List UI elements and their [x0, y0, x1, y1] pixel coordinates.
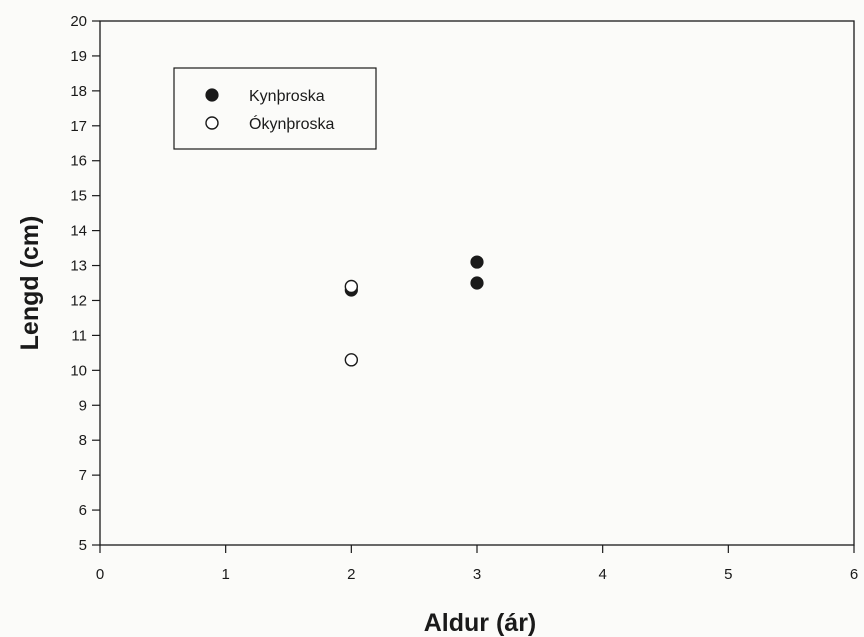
y-tick-label: 19	[70, 48, 87, 65]
y-tick-label: 18	[70, 83, 87, 100]
legend-box	[173, 67, 377, 150]
y-axis: 5 6 7 8 9 10 11 12 13 14 15 16 17 18 19 20	[70, 13, 100, 554]
legend-label-kynthroska: Kynþroska	[249, 88, 325, 105]
x-tick-label: 6	[850, 566, 858, 583]
y-tick-label: 15	[70, 188, 87, 205]
legend-marker-okynthroska	[205, 116, 219, 130]
y-tick-label: 6	[79, 502, 87, 519]
x-axis-title: Aldur (ár)	[424, 609, 537, 637]
y-tick-label: 5	[79, 537, 87, 554]
x-tick-label: 1	[221, 566, 229, 583]
y-tick-label: 14	[70, 223, 87, 240]
x-tick-label: 4	[598, 566, 606, 583]
legend-label-okynthroska: Ókynþroska	[249, 114, 334, 133]
y-tick-label: 12	[70, 292, 87, 309]
point-kynthroska	[470, 276, 484, 290]
x-tick-label: 3	[473, 566, 481, 583]
y-tick-label: 10	[70, 362, 87, 379]
x-tick-label: 0	[96, 566, 104, 583]
x-tick-label: 5	[724, 566, 732, 583]
point-okynthroska	[344, 353, 359, 367]
y-tick-label: 9	[79, 397, 87, 414]
x-tick-label: 2	[347, 566, 355, 583]
y-tick-label: 17	[70, 118, 87, 135]
y-tick-label: 13	[70, 258, 87, 275]
point-okynthroska	[344, 279, 359, 294]
data-points	[344, 255, 484, 367]
y-tick-label: 8	[79, 432, 87, 449]
legend-marker-kynthroska	[205, 88, 219, 102]
y-axis-title: Lengd (cm)	[16, 216, 44, 351]
y-tick-label: 11	[71, 327, 87, 344]
point-kynthroska	[470, 255, 484, 269]
y-tick-label: 7	[79, 467, 87, 484]
y-tick-label: 20	[70, 13, 87, 30]
y-tick-label: 16	[70, 153, 87, 170]
legend: Kynþroska Ókynþroska	[173, 67, 377, 150]
x-axis: 0 1 2 3 4 5 6	[96, 545, 858, 583]
